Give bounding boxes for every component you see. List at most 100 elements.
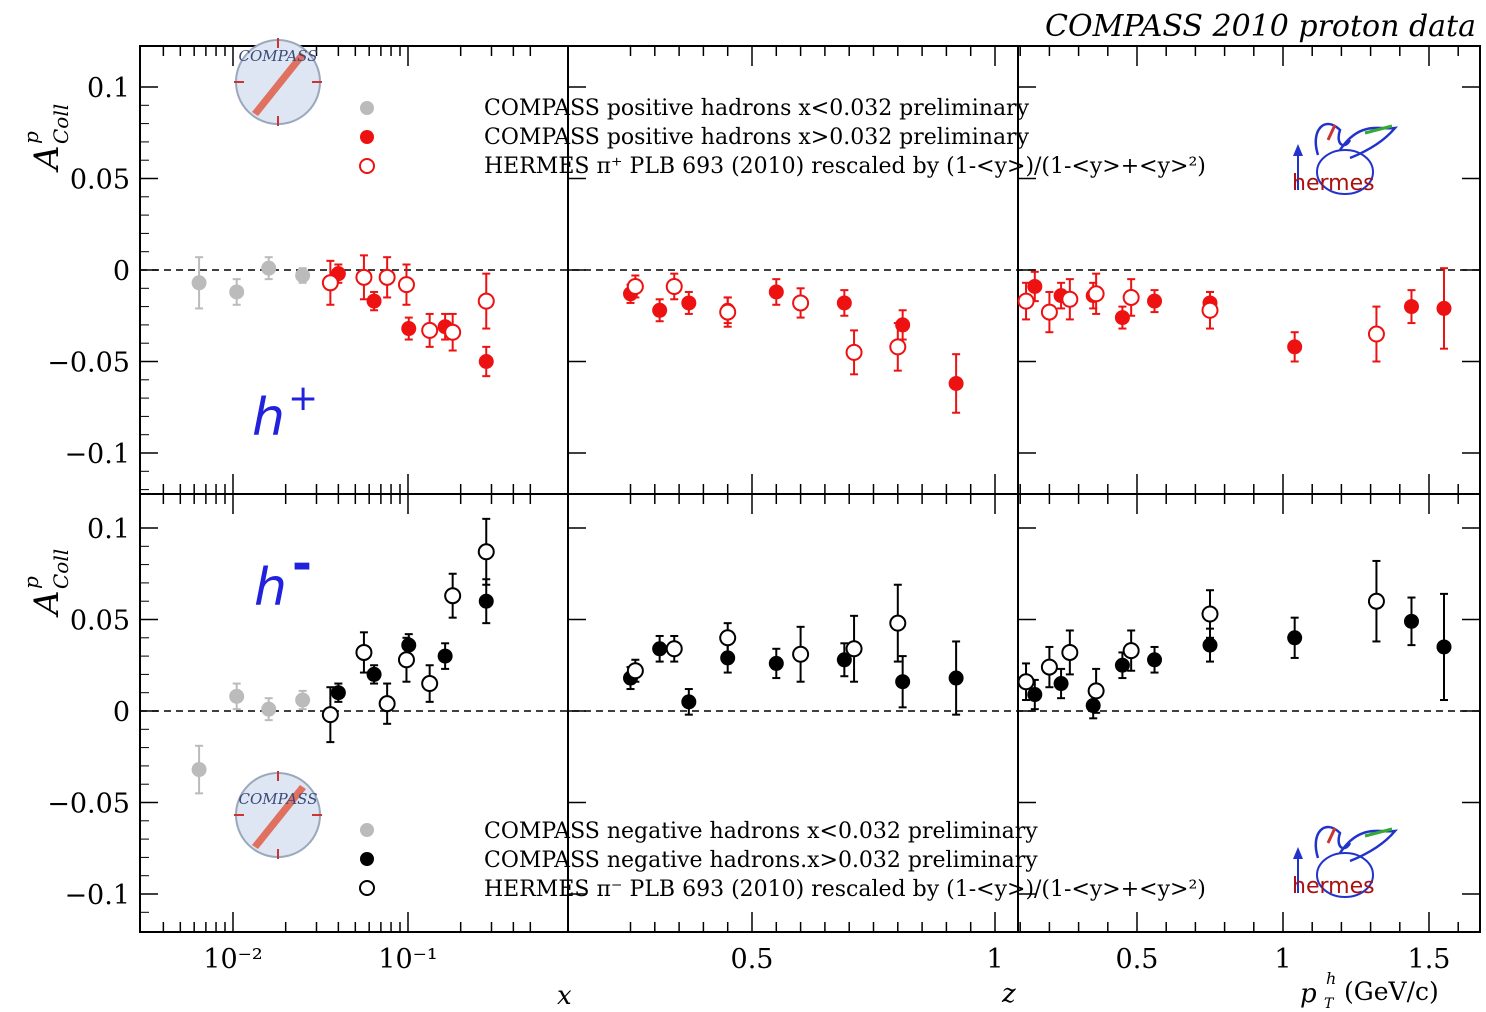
data-point-open bbox=[845, 343, 863, 361]
legend-marker-lowx-top bbox=[360, 101, 374, 115]
data-point-filled bbox=[948, 375, 964, 391]
compass-logo-bottom: COMPASS bbox=[234, 771, 322, 859]
data-point-filled bbox=[1403, 613, 1419, 629]
y-tick-label: 0 bbox=[113, 697, 130, 728]
data-point-open bbox=[665, 640, 683, 658]
y-label-main-bottom: A bbox=[27, 590, 67, 618]
legend-entry-top-1: COMPASS positive hadrons x<0.032 prelimi… bbox=[484, 96, 1030, 121]
data-point-open bbox=[719, 303, 737, 321]
legend-entry-top-3: HERMES π⁺ PLB 693 (2010) rescaled by (1-… bbox=[484, 154, 1206, 179]
data-point-filled bbox=[948, 670, 964, 686]
x-tick-label: 10⁻² bbox=[203, 944, 262, 975]
data-point-open bbox=[477, 543, 495, 561]
data-point-open bbox=[889, 614, 907, 632]
y-tick-label: −0.1 bbox=[64, 439, 130, 470]
data-point-filled bbox=[836, 295, 852, 311]
legend-marker-filled-bottom bbox=[360, 852, 374, 866]
data-point-open bbox=[1367, 592, 1385, 610]
data-point-open bbox=[1201, 301, 1219, 319]
x-tick-label: 0.5 bbox=[731, 944, 774, 975]
data-point-filled bbox=[1147, 293, 1163, 309]
data-point-filled bbox=[1053, 676, 1069, 692]
legend-marker-filled-top bbox=[360, 130, 374, 144]
y-tick-label: 0.05 bbox=[70, 606, 130, 637]
data-point-filled bbox=[1085, 698, 1101, 714]
panel-frames: 0.10.050−0.05−0.10.10.050−0.05−0.110⁻² 10… bbox=[47, 45, 1481, 975]
data-point-filled bbox=[681, 694, 697, 710]
y-tick-label: 0.1 bbox=[87, 514, 130, 545]
x-axis-label-pt-sup: h bbox=[1326, 969, 1336, 988]
y-tick-label: −0.05 bbox=[47, 348, 130, 379]
hermes-logo-text-top: hermes bbox=[1292, 171, 1375, 196]
panel-label-hplus-sign: + bbox=[288, 378, 318, 419]
data-point-lowx bbox=[229, 284, 245, 300]
data-point-open bbox=[1201, 605, 1219, 623]
data-point-open bbox=[421, 675, 439, 693]
x-tick-label: 1 bbox=[986, 944, 1003, 975]
y-tick-label: 0.05 bbox=[70, 165, 130, 196]
x-tick-label: 10⁻¹ bbox=[378, 944, 437, 975]
data-point-open bbox=[1087, 285, 1105, 303]
data-point-open bbox=[1017, 673, 1035, 691]
data-point-lowx bbox=[191, 762, 207, 778]
y-label-sup-bottom: p bbox=[19, 576, 43, 589]
data-point-filled bbox=[1436, 639, 1452, 655]
legend-entry-bottom-3: HERMES π⁻ PLB 693 (2010) rescaled by (1-… bbox=[484, 877, 1206, 902]
data-point-open bbox=[719, 629, 737, 647]
data-point-filled bbox=[366, 293, 382, 309]
data-point-open bbox=[1061, 290, 1079, 308]
data-point-filled bbox=[836, 652, 852, 668]
compass-logo-text-top: COMPASS bbox=[239, 47, 318, 65]
data-point-filled bbox=[768, 655, 784, 671]
data-point-open bbox=[845, 640, 863, 658]
data-point-filled bbox=[1027, 278, 1043, 294]
y-label-sub-top: Coll bbox=[49, 104, 73, 144]
data-point-filled bbox=[720, 650, 736, 666]
data-point-open bbox=[397, 651, 415, 669]
data-point-open bbox=[378, 695, 396, 713]
legend-marker-lowx-bottom bbox=[360, 823, 374, 837]
data-point-open bbox=[321, 706, 339, 724]
data-point-open bbox=[444, 587, 462, 605]
figure-title: COMPASS 2010 proton data bbox=[1045, 9, 1476, 44]
data-point-lowx bbox=[261, 701, 277, 717]
x-axis-label-pt-sub: T bbox=[1324, 996, 1335, 1012]
x-tick-label: 1.5 bbox=[1408, 944, 1451, 975]
data-point-filled bbox=[401, 321, 417, 337]
data-point-filled bbox=[1287, 630, 1303, 646]
data-point-open bbox=[1122, 288, 1140, 306]
x-axis-label-z: z bbox=[1001, 979, 1016, 1009]
y-tick-label: −0.05 bbox=[47, 789, 130, 820]
y-label-top: A p Coll bbox=[19, 104, 73, 173]
x-axis-label-pt-unit: (GeV/c) bbox=[1344, 977, 1439, 1006]
data-point-lowx bbox=[191, 275, 207, 291]
data-point-lowx bbox=[261, 260, 277, 276]
panel-frame-row-1 bbox=[139, 493, 1481, 933]
data-point-open bbox=[355, 643, 373, 661]
legend-marker-open-top bbox=[359, 158, 375, 174]
panel-label-hminus: h bbox=[254, 558, 287, 618]
data-point-filled bbox=[401, 637, 417, 653]
hermes-logo-text-bottom: hermes bbox=[1292, 874, 1375, 899]
data-point-open bbox=[1367, 325, 1385, 343]
y-tick-label: 0 bbox=[113, 256, 130, 287]
data-point-filled bbox=[478, 354, 494, 369]
data-point-lowx bbox=[295, 267, 311, 283]
panel-label-hminus-sign: - bbox=[292, 536, 312, 592]
y-tick-label: 0.1 bbox=[87, 73, 130, 104]
legend-bottom: COMPASS negative hadrons x<0.032 prelimi… bbox=[359, 819, 1206, 902]
y-label-bottom: A p Coll bbox=[19, 549, 73, 618]
hermes-logo-bottom: hermes bbox=[1292, 825, 1399, 899]
data-point-open bbox=[444, 323, 462, 341]
data-point-open bbox=[1122, 642, 1140, 660]
legend-entry-bottom-1: COMPASS negative hadrons x<0.032 prelimi… bbox=[484, 819, 1038, 844]
data-point-open bbox=[378, 268, 396, 286]
data-point-open bbox=[792, 645, 810, 663]
data-point-open bbox=[1087, 682, 1105, 700]
data-point-filled bbox=[768, 284, 784, 300]
data-point-open bbox=[665, 277, 683, 295]
data-point-open bbox=[792, 294, 810, 312]
data-point-open bbox=[626, 662, 644, 680]
data-point-open bbox=[889, 338, 907, 356]
